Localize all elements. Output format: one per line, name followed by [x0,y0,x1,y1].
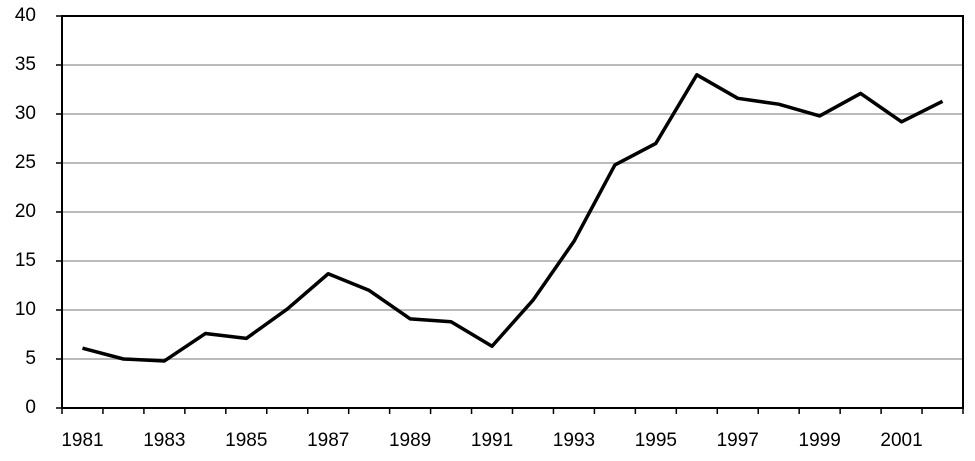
x-tick-label: 1981 [61,430,103,451]
x-tick-label: 1991 [471,430,513,451]
y-tick-label: 0 [25,397,36,418]
y-tick-label: 25 [15,152,36,173]
x-tick-label: 1999 [799,430,841,451]
x-tick-label: 1987 [307,430,349,451]
y-tick-label: 5 [25,348,36,369]
x-tick-label: 1997 [717,430,759,451]
x-tick-label: 1989 [389,430,431,451]
x-tick-label: 1985 [225,430,267,451]
y-tick-label: 20 [15,201,36,222]
y-tick-label: 40 [15,5,36,26]
x-tick-label: 2001 [880,430,922,451]
y-tick-label: 15 [15,250,36,271]
data-line [82,73,944,363]
y-tick-label: 30 [15,103,36,124]
y-tick-label: 35 [15,54,36,75]
x-tick-label: 1993 [553,430,595,451]
x-tick-label: 1983 [143,430,185,451]
y-tick-label: 10 [15,299,36,320]
x-tick-label: 1995 [635,430,677,451]
